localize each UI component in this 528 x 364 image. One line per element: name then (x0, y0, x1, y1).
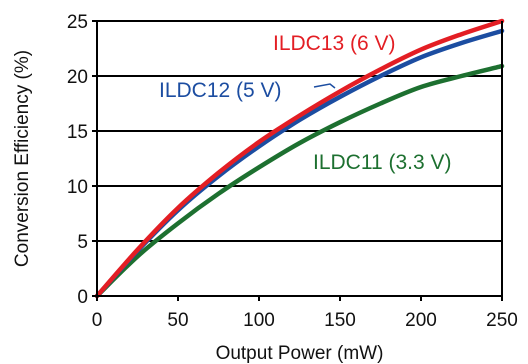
x-tick-label-0: 0 (92, 310, 103, 331)
series-labels: ILDC13 (6 V) ILDC12 (5 V) ILDC11 (3.3 V) (159, 32, 452, 174)
x-tick-label-100: 100 (243, 310, 275, 331)
y-tick-label-0: 0 (77, 287, 88, 308)
series-lines (94, 18, 505, 299)
y-tick-label-25: 25 (67, 12, 88, 33)
x-tick-label-150: 150 (324, 310, 356, 331)
series-label-ildc12: ILDC12 (5 V) (159, 79, 282, 102)
series-line-ildc11 (94, 63, 505, 299)
y-axis-title: Conversion Efficiency (%) (12, 50, 33, 267)
y-tick-label-5: 5 (77, 232, 88, 253)
y-tick-label-20: 20 (67, 67, 88, 88)
x-tick-label-50: 50 (167, 310, 188, 331)
series-label-ildc11: ILDC11 (3.3 V) (313, 151, 452, 174)
ildc12-leader-line (313, 83, 336, 89)
series-label-ildc13: ILDC13 (6 V) (273, 32, 396, 55)
y-tick-label-15: 15 (67, 122, 88, 143)
x-tick-label-200: 200 (405, 310, 437, 331)
series-line-ildc13 (94, 18, 505, 299)
x-axis-title: Output Power (mW) (216, 343, 384, 364)
x-tick-label-250: 250 (486, 310, 518, 331)
y-tick-label-10: 10 (67, 177, 88, 198)
axes (92, 20, 503, 301)
